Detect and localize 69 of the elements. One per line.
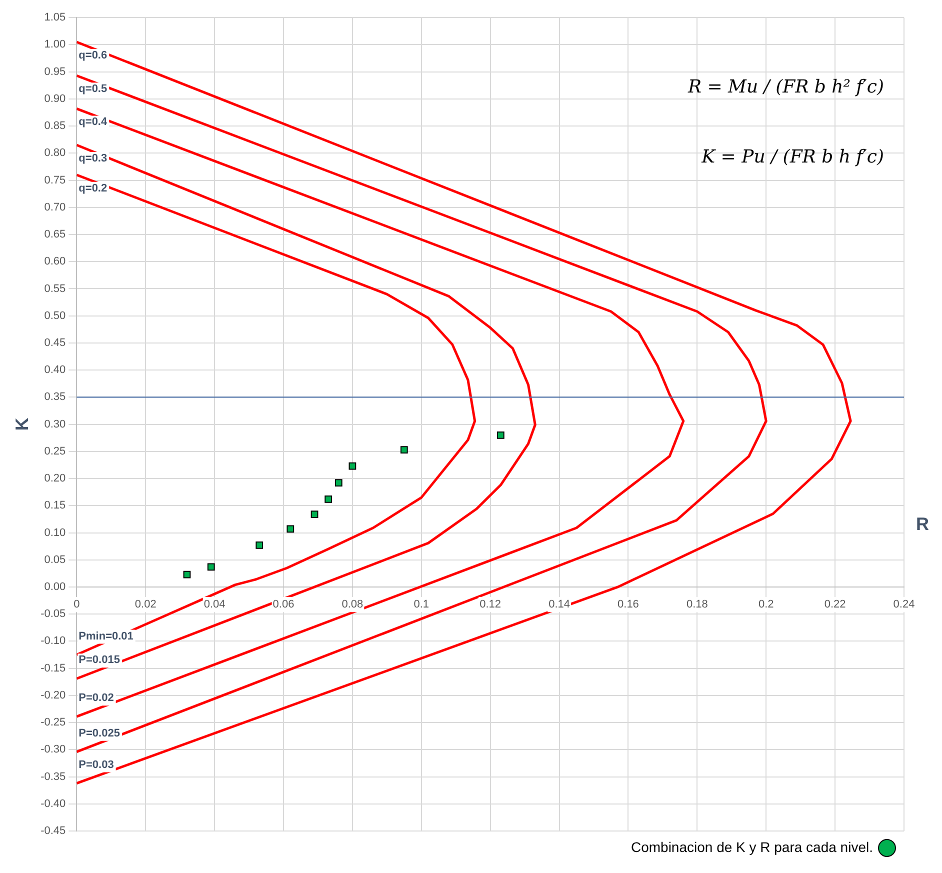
x-tick-label: 0.02 (134, 598, 156, 611)
y-tick-label: 0.05 (44, 554, 66, 566)
annotation: P=0.025 (78, 727, 120, 740)
y-tick-label: -0.10 (40, 635, 66, 648)
x-tick-label: 0 (74, 598, 80, 611)
y-tick-label: -0.15 (40, 662, 66, 674)
annotation: P=0.015 (78, 654, 120, 666)
y-tick-label: -0.30 (40, 744, 66, 756)
y-tick-label: 0.65 (44, 228, 66, 241)
x-tick-label: 0.16 (618, 598, 639, 611)
point (348, 462, 356, 470)
y-tick-label: 0.60 (44, 256, 66, 268)
point (496, 431, 504, 439)
y-tick-label: 0.95 (44, 66, 66, 78)
y-tick-label: -0.25 (40, 716, 66, 729)
x-tick-label: 0.08 (342, 598, 364, 611)
y-tick-label: -0.20 (40, 689, 66, 702)
x-tick-label: 0.04 (204, 598, 226, 611)
x-tick-label: 0.12 (480, 598, 502, 611)
x-tick-label: 0.22 (824, 598, 846, 611)
annotation: q=0.4 (78, 116, 108, 128)
point (256, 542, 264, 549)
point (334, 479, 342, 487)
y-tick-label: 0.80 (44, 147, 66, 160)
x-tick-label: 0.06 (272, 598, 294, 611)
y-tick-label: 0.90 (44, 92, 66, 105)
point (183, 570, 191, 578)
annotation: P=0.03 (78, 758, 114, 771)
y-tick-label: 0.30 (44, 418, 66, 430)
y-tick-label: 1.05 (44, 12, 66, 24)
legend-label: Combinacion de K y R para cada nivel. (630, 838, 873, 855)
annotation: P=0.02 (78, 692, 114, 704)
annotation: R = Mu / (FR b h² f′c) (686, 76, 884, 98)
y-tick-label: 0.45 (44, 336, 66, 349)
y-tick-label: 0.25 (44, 445, 66, 458)
y-tick-label: -0.35 (40, 770, 66, 783)
y-tick-label: 0.20 (44, 472, 66, 485)
y-tick-label: 0.55 (44, 282, 66, 295)
y-tick-label: 0.75 (44, 174, 66, 186)
point (324, 495, 332, 503)
x-axis-title: R (916, 514, 929, 534)
point (286, 525, 294, 533)
y-tick-label: 0.50 (44, 310, 66, 322)
annotation: q=0.6 (78, 50, 108, 62)
annotation: q=0.2 (78, 182, 108, 194)
point (400, 446, 408, 454)
y-tick-label: 1.00 (44, 38, 66, 51)
y-tick-label: 0.40 (44, 364, 66, 376)
annotation: q=0.3 (78, 152, 108, 165)
y-tick-label: 0.00 (44, 581, 66, 594)
y-axis-title: K (12, 418, 32, 431)
annotation: Pmin=0.01 (78, 630, 134, 642)
y-tick-label: 0.85 (44, 120, 66, 132)
point (207, 563, 215, 571)
y-tick-label: -0.05 (40, 608, 66, 620)
annotation: K = Pu / (FR b h f′c) (700, 146, 884, 168)
x-tick-label: 0.1 (414, 598, 430, 611)
point (310, 510, 318, 518)
y-tick-label: 0.35 (44, 391, 66, 404)
x-tick-label: 0.2 (758, 598, 774, 611)
annotation: q=0.5 (78, 83, 108, 96)
y-tick-label: 0.15 (44, 500, 66, 512)
y-tick-label: -0.45 (40, 825, 66, 838)
y-tick-label: -0.40 (40, 798, 66, 810)
x-tick-label: 0.18 (686, 598, 708, 611)
y-tick-label: 0.70 (44, 201, 66, 214)
x-tick-label: 0.24 (893, 598, 915, 611)
x-tick-label: 0.14 (548, 598, 570, 611)
y-tick-label: 0.10 (44, 526, 66, 539)
